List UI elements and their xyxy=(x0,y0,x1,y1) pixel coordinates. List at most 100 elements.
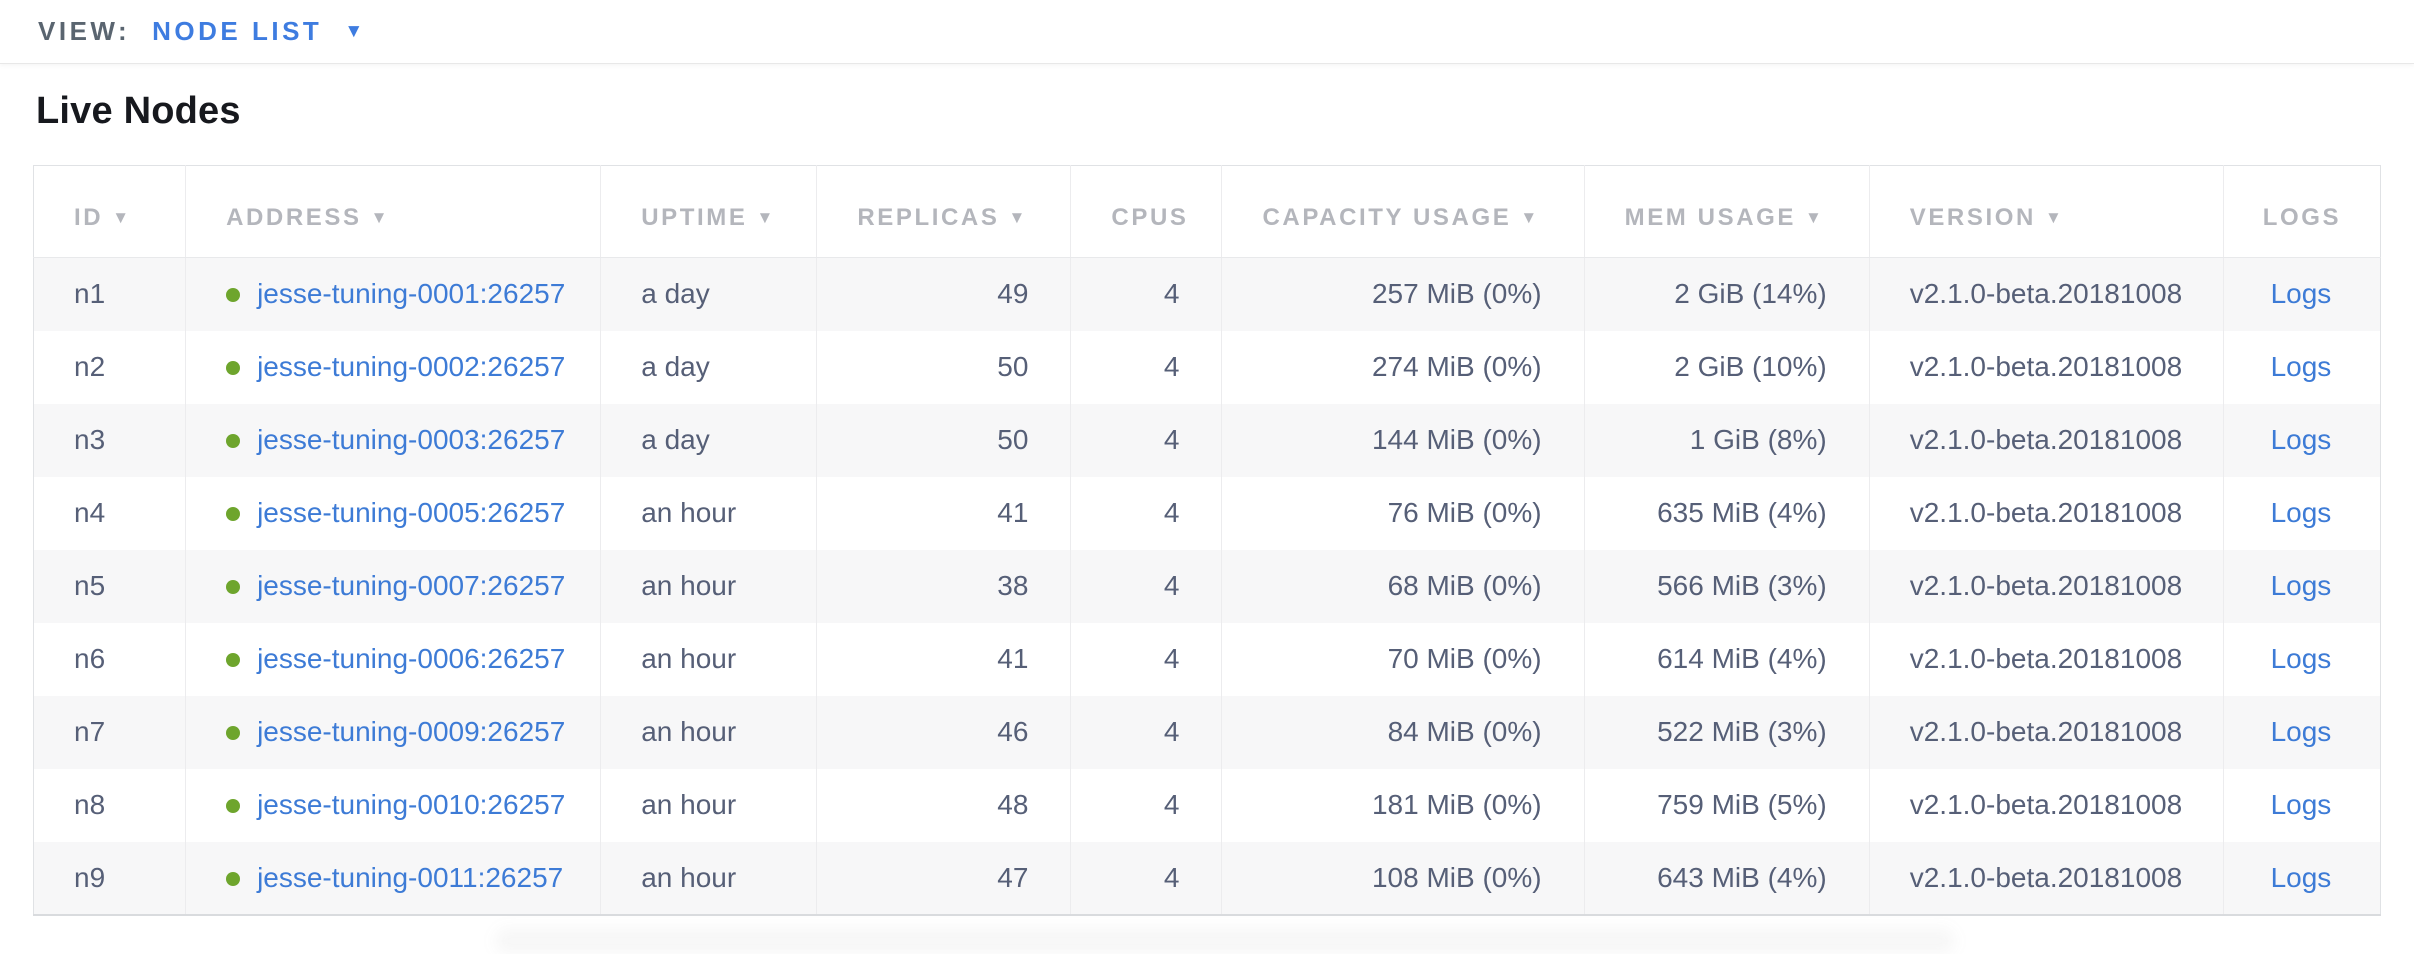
cell-id: n3 xyxy=(33,403,187,477)
cell-id: n1 xyxy=(33,257,187,331)
node-live-status-icon xyxy=(226,361,241,375)
cell-version: v2.1.0-beta.20181008 xyxy=(1869,695,2224,769)
logs-link[interactable]: Logs xyxy=(2270,570,2332,601)
cell-capacity: 84 MiB (0%) xyxy=(1221,695,1585,769)
column-header-cpus: CPUS xyxy=(1070,165,1223,258)
address-link[interactable]: jesse-tuning-0001:26257 xyxy=(257,278,566,310)
column-header-label: REPLICAS xyxy=(857,203,1000,231)
column-header-replicas[interactable]: REPLICAS ▼ xyxy=(816,165,1072,258)
node-live-status-icon xyxy=(226,799,241,813)
address-link[interactable]: jesse-tuning-0002:26257 xyxy=(257,351,566,382)
chevron-down-icon: ▼ xyxy=(344,21,364,42)
cell-mem: 614 MiB (4%) xyxy=(1584,622,1870,696)
cell-capacity: 144 MiB (0%) xyxy=(1221,403,1585,477)
column-header-label: LOGS xyxy=(2262,203,2342,231)
cell-replicas: 41 xyxy=(816,476,1072,550)
cell-mem: 1 GiB (8%) xyxy=(1584,403,1870,477)
column-header-label: CAPACITY USAGE xyxy=(1262,203,1512,231)
cell-address: jesse-tuning-0001:26257 xyxy=(185,257,602,331)
address-link[interactable]: jesse-tuning-0006:26257 xyxy=(257,643,566,674)
table-row: n5 jesse-tuning-0007:26257 an hour 38 4 68 Mi… xyxy=(33,549,2381,623)
cell-capacity: 274 MiB (0%) xyxy=(1221,330,1585,404)
cell-address: jesse-tuning-0009:26257 xyxy=(185,695,602,769)
logs-link[interactable]: Logs xyxy=(2270,278,2332,310)
cell-replicas: 47 xyxy=(816,841,1072,915)
view-selector[interactable]: NODE LIST ▼ xyxy=(152,16,363,47)
cell-version: v2.1.0-beta.20181008 xyxy=(1869,257,2224,331)
cell-address: jesse-tuning-0011:26257 xyxy=(185,841,602,915)
cell-id: n2 xyxy=(33,330,187,404)
cell-replicas: 49 xyxy=(816,257,1072,331)
cell-capacity: 257 MiB (0%) xyxy=(1221,257,1585,331)
node-live-status-icon xyxy=(226,507,241,521)
address-link[interactable]: jesse-tuning-0007:26257 xyxy=(257,570,566,601)
cell-address: jesse-tuning-0007:26257 xyxy=(185,549,602,623)
cell-replicas: 38 xyxy=(816,549,1072,623)
logs-link[interactable]: Logs xyxy=(2270,424,2332,455)
cell-version: v2.1.0-beta.20181008 xyxy=(1869,476,2224,550)
cell-id: n9 xyxy=(33,841,187,915)
column-header-label: VERSION xyxy=(1909,203,2036,231)
address-link[interactable]: jesse-tuning-0005:26257 xyxy=(257,497,566,528)
cell-address: jesse-tuning-0005:26257 xyxy=(185,476,602,550)
node-live-status-icon xyxy=(226,288,241,303)
cell-id: n4 xyxy=(33,476,187,550)
logs-link[interactable]: Logs xyxy=(2270,643,2332,674)
view-label: VIEW: xyxy=(38,16,131,46)
cell-uptime: an hour xyxy=(600,768,818,842)
cell-version: v2.1.0-beta.20181008 xyxy=(1869,622,2224,696)
column-header-version[interactable]: VERSION ▼ xyxy=(1869,165,2224,258)
cell-uptime: a day xyxy=(600,330,818,404)
column-header-mem[interactable]: MEM USAGE ▼ xyxy=(1584,165,1870,258)
address-link[interactable]: jesse-tuning-0009:26257 xyxy=(257,716,566,747)
node-live-status-icon xyxy=(226,871,241,886)
cell-replicas: 46 xyxy=(816,695,1072,769)
column-header-address[interactable]: ADDRESS ▼ xyxy=(185,165,602,258)
column-header-label: UPTIME xyxy=(641,203,748,231)
logs-link[interactable]: Logs xyxy=(2270,351,2332,382)
cell-logs: Logs xyxy=(2223,549,2381,623)
cell-replicas: 48 xyxy=(816,768,1072,842)
cell-logs: Logs xyxy=(2223,257,2381,331)
logs-link[interactable]: Logs xyxy=(2270,861,2332,893)
column-header-logs: LOGS xyxy=(2223,165,2381,258)
table-row: n7 jesse-tuning-0009:26257 an hour 46 4 84 Mi… xyxy=(33,695,2381,769)
cell-address: jesse-tuning-0003:26257 xyxy=(185,403,602,477)
address-link[interactable]: jesse-tuning-0011:26257 xyxy=(257,861,564,893)
cell-id: n6 xyxy=(33,622,187,696)
cell-uptime: an hour xyxy=(600,622,818,696)
address-link[interactable]: jesse-tuning-0003:26257 xyxy=(257,424,566,455)
cell-cpus: 4 xyxy=(1070,549,1223,623)
panel-bottom-shadow xyxy=(495,928,1955,954)
cell-version: v2.1.0-beta.20181008 xyxy=(1869,549,2224,623)
column-header-label: ID xyxy=(74,203,104,231)
cell-id: n8 xyxy=(33,768,187,842)
cell-capacity: 68 MiB (0%) xyxy=(1221,549,1585,623)
column-header-uptime[interactable]: UPTIME ▼ xyxy=(600,165,818,258)
sort-desc-caret-icon: ▼ xyxy=(112,207,132,227)
address-link[interactable]: jesse-tuning-0010:26257 xyxy=(257,789,566,820)
cell-uptime: a day xyxy=(600,403,818,477)
cell-uptime: an hour xyxy=(600,841,818,915)
cell-cpus: 4 xyxy=(1070,403,1223,477)
logs-link[interactable]: Logs xyxy=(2270,497,2332,528)
cell-uptime: an hour xyxy=(600,476,818,550)
cell-id: n7 xyxy=(33,695,187,769)
column-header-id[interactable]: ID ▼ xyxy=(33,165,187,258)
logs-link[interactable]: Logs xyxy=(2270,789,2332,820)
cell-capacity: 108 MiB (0%) xyxy=(1221,841,1585,915)
cell-cpus: 4 xyxy=(1070,768,1223,842)
cell-mem: 522 MiB (3%) xyxy=(1584,695,1870,769)
nodes-table-body: n1 jesse-tuning-0001:26257 a day 49 4 257 MiB… xyxy=(33,257,2381,915)
column-header-capacity[interactable]: CAPACITY USAGE ▼ xyxy=(1221,165,1585,258)
view-selected-value: NODE LIST xyxy=(152,16,323,46)
logs-link[interactable]: Logs xyxy=(2270,716,2332,747)
table-row: n6 jesse-tuning-0006:26257 an hour 41 4 70 Mi… xyxy=(33,622,2381,696)
table-row: n9 jesse-tuning-0011:26257 an hour 47 4 108 M… xyxy=(33,841,2381,915)
table-row: n2 jesse-tuning-0002:26257 a day 50 4 274 MiB… xyxy=(33,330,2381,404)
cell-logs: Logs xyxy=(2223,623,2380,696)
cell-replicas: 41 xyxy=(816,622,1072,696)
cell-address: jesse-tuning-0006:26257 xyxy=(185,622,602,696)
sort-desc-caret-icon: ▼ xyxy=(1520,207,1540,227)
sort-desc-caret-icon: ▼ xyxy=(2044,207,2065,227)
